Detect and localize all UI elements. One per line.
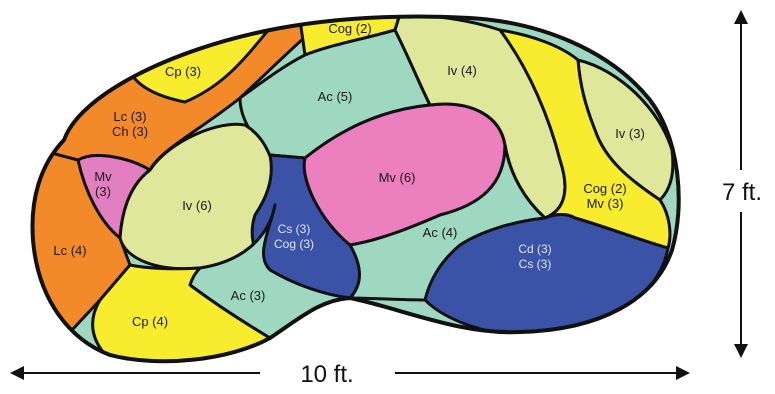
- zone-label-line: Iv (4): [447, 63, 477, 78]
- label-ac4: Ac (4): [423, 225, 458, 240]
- zone-label-line: Mv (3): [587, 196, 624, 211]
- zone-label-line: Iv (6): [182, 198, 212, 213]
- zone-label-line: Ac (5): [318, 89, 353, 104]
- zone-label-line: Cd (3): [518, 242, 551, 256]
- bed-outline: [30, 14, 681, 364]
- zone-label-line: Ac (3): [231, 288, 266, 303]
- zone-label-line: Lc (4): [53, 243, 86, 258]
- zone-label-line: Cp (4): [132, 314, 168, 329]
- label-cp4: Cp (4): [132, 314, 168, 329]
- height-label: 7 ft.: [722, 179, 762, 206]
- label-mv6: Mv (6): [379, 170, 416, 185]
- zone-label-line: Cp (3): [165, 64, 201, 79]
- width-dimension: 10 ft.: [10, 361, 690, 388]
- zone-label-line: Cog (2): [583, 181, 626, 196]
- zone-label-line: Lc (3): [113, 109, 146, 124]
- zone-label-line: Mv (6): [379, 170, 416, 185]
- label-cog2-top: Cog (2): [328, 21, 371, 36]
- label-lc4: Lc (4): [53, 243, 86, 258]
- width-label: 10 ft.: [300, 361, 353, 388]
- label-iv4: Iv (4): [447, 63, 477, 78]
- zone-labels: Lc (4) Mv (3) Lc (3) Ch (3) Cp (3) Cog (2)…: [53, 21, 644, 329]
- label-iv3: Iv (3): [615, 126, 645, 141]
- label-cp3: Cp (3): [165, 64, 201, 79]
- label-iv6: Iv (6): [182, 198, 212, 213]
- zone-label-line: Cog (2): [328, 21, 371, 36]
- label-cs-cog: Cs (3) Cog (3): [274, 222, 314, 251]
- arrow-right-icon: [676, 366, 690, 380]
- arrow-left-icon: [10, 366, 24, 380]
- label-lc3-ch3: Lc (3) Ch (3): [112, 109, 148, 139]
- label-ac5: Ac (5): [318, 89, 353, 104]
- label-cog2-mv3: Cog (2) Mv (3): [583, 181, 626, 211]
- arrow-up-icon: [734, 10, 748, 24]
- zone-label-line: Cog (3): [274, 237, 314, 251]
- height-dimension: 7 ft.: [722, 10, 762, 358]
- label-ac3: Ac (3): [231, 288, 266, 303]
- arrow-down-icon: [734, 344, 748, 358]
- zone-label-line: (3): [95, 184, 111, 199]
- label-cd-cs: Cd (3) Cs (3): [518, 242, 551, 271]
- zone-label-line: Cs (3): [278, 222, 311, 236]
- label-mv3: Mv (3): [94, 169, 112, 199]
- zone-label-line: Ac (4): [423, 225, 458, 240]
- zone-label-line: Cs (3): [519, 257, 552, 271]
- zone-label-line: Iv (3): [615, 126, 645, 141]
- zone-label-line: Ch (3): [112, 124, 148, 139]
- zone-label-line: Mv: [94, 169, 112, 184]
